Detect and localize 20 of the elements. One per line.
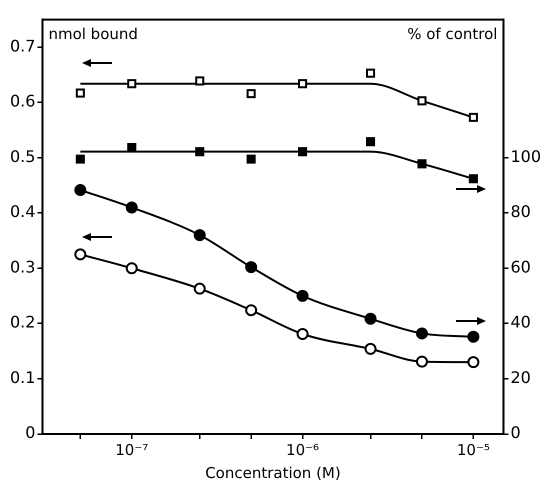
- y2-tick-label: 100: [510, 146, 542, 166]
- x-tick-label: 10⁻⁶: [286, 440, 320, 459]
- y-tick-label: 0.1: [10, 368, 36, 387]
- x-tick-label: 10⁻⁵: [456, 440, 490, 459]
- y-tick-label: 0.7: [10, 36, 36, 56]
- y2-tick-label: 60: [510, 257, 531, 276]
- y-axis-title: nmol bound: [48, 24, 138, 43]
- x-axis-title: Concentration (M): [205, 464, 341, 482]
- x-tick-label: 10⁻⁷: [115, 440, 148, 459]
- y2-tick-label: 40: [510, 312, 531, 332]
- y2-axis-title: % of control: [407, 24, 498, 43]
- y-tick-label: 0.4: [10, 202, 36, 222]
- y-tick-label: 0.6: [10, 92, 36, 111]
- y2-tick-label: 80: [510, 202, 531, 222]
- y2-tick-label: 0: [510, 423, 521, 442]
- y-tick-label: 0.5: [10, 146, 36, 166]
- y-tick-label: 0.3: [10, 257, 36, 276]
- y-tick-label: 0.2: [10, 312, 36, 332]
- y2-tick-label: 20: [510, 368, 531, 387]
- y-tick-label: 0: [25, 423, 36, 442]
